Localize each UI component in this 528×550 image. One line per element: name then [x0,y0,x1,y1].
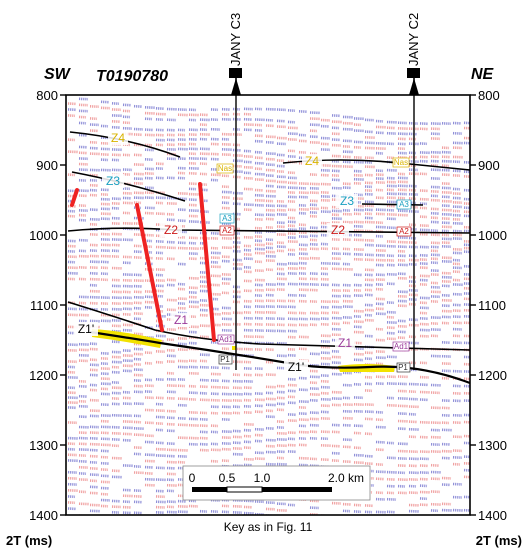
twt-axis-left: 800 900 1000 1100 1200 1300 1400 [29,88,66,523]
label-z1-left: Z1 [174,313,188,327]
twt-tick-label-right: 1300 [478,438,507,453]
direction-sw: SW [44,66,72,83]
yellow-body-center [232,346,236,350]
twt-tick-label-left: 1300 [29,438,58,453]
caption: Key as in Fig. 11 [224,520,313,534]
twt-tick-label-right: 1400 [478,508,507,523]
twt-tick-label-right: 900 [478,158,500,173]
label-z1p-right: Z1' [288,360,304,374]
well-top-c2-a3: A3 [399,200,409,209]
label-z2-left: Z2 [164,223,178,237]
scale-tick-2-0: 2.0 km [328,471,364,485]
fault-1 [70,188,79,207]
horizon-labels: Z4 Z4 Z3 Z3 Z2 Z2 Z1 Z1 Z1' Z1' [74,131,358,374]
twt-tick-label-right: 1000 [478,228,507,243]
well-top-c3-nas: Nas [218,164,232,173]
axis-unit-right: 2T (ms) [476,533,522,548]
twt-tick-label-right: 800 [478,88,500,103]
scale-tick-0: 0 [189,471,196,485]
fault-3 [198,182,216,342]
twt-tick-label-left: 1400 [29,508,58,523]
faults [70,182,216,342]
twt-tick-label-left: 1200 [29,368,58,383]
label-z3-right: Z3 [340,194,354,208]
scale-tick-1-0: 1.0 [254,471,271,485]
well-jany-c2: JANY C2 [406,13,421,370]
well-c2-name: JANY C2 [406,13,421,66]
horizon-z3-left [71,171,186,202]
twt-tick-label-left: 1000 [29,228,58,243]
twt-tick-label-left: 1100 [30,298,58,313]
scale-bar-box [182,465,371,501]
direction-ne: NE [471,66,495,83]
horizon-z1 [67,301,471,351]
twt-axis-right: 800 900 1000 1100 1200 1300 1400 [470,88,507,523]
scale-tick-0-5: 0.5 [219,471,236,485]
axis-unit-left: 2T (ms) [6,533,52,548]
scale-bar: 0 0.5 1.0 2.0 km [182,465,371,501]
line-id: T0190780 [96,68,168,85]
well-c2-marker [407,68,420,78]
well-c3-name: JANY C3 [228,13,243,66]
label-z1-right: Z1 [338,336,352,350]
well-top-c2-nas: Nas [394,158,408,167]
fault-2 [135,203,164,332]
twt-tick-label-right: 1200 [478,368,507,383]
well-jany-c3: JANY C3 [228,13,243,370]
well-c3-arrow [231,78,241,95]
well-top-c3-ad1: Ad1 [219,335,234,344]
well-top-c2-p1: P1 [398,363,408,372]
twt-tick-label-left: 900 [36,158,58,173]
well-c3-marker [229,68,242,78]
label-z4-left: Z4 [111,131,125,145]
seismic-reflections [67,97,470,515]
twt-tick-label-right: 1100 [478,298,506,313]
well-top-c2-ad1: Ad1 [394,342,409,351]
well-tops: Nas A3 A2 Ad1 P1 Nas A3 A2 Ad1 P1 [216,157,412,373]
twt-tick-label-left: 800 [36,88,58,103]
well-top-c2-a2: A2 [399,227,409,236]
well-top-c3-a2: A2 [222,226,232,235]
well-top-c3-p1: P1 [220,355,230,364]
well-c2-arrow [409,78,419,95]
label-z3-left: Z3 [106,174,120,188]
label-z1p-left: Z1' [78,322,94,336]
well-top-c3-a3: A3 [222,214,232,223]
label-z4-right: Z4 [305,154,319,168]
label-z2-right: Z2 [331,223,345,237]
horizon-z3-right [361,203,424,206]
